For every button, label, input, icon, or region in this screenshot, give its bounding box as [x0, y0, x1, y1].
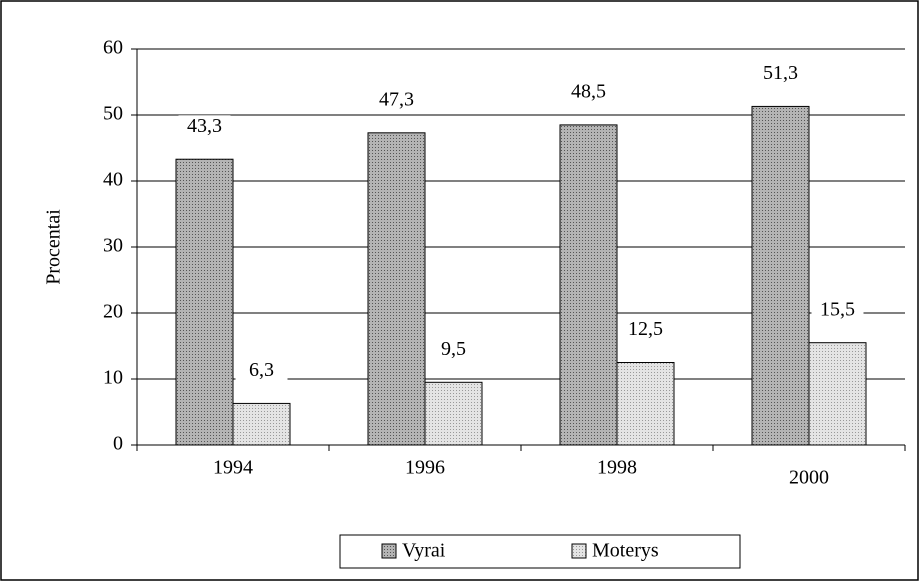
- y-tick-label: 30: [103, 235, 123, 257]
- bar: [559, 124, 618, 446]
- x-tick-label: 1998: [597, 457, 637, 479]
- y-tick-label: 50: [103, 103, 123, 125]
- x-tick-label: 1994: [213, 457, 253, 479]
- value-label: 43,3: [187, 115, 222, 137]
- value-label-bg: [427, 338, 480, 363]
- value-label-bg: [370, 88, 423, 113]
- value-label-bg: [811, 298, 864, 323]
- x-tick-label: 1996: [405, 457, 445, 479]
- bar: [232, 402, 291, 446]
- value-label: 51,3: [763, 62, 798, 84]
- y-tick-label: 20: [103, 301, 123, 323]
- bar: [367, 132, 426, 446]
- value-label: 48,5: [571, 80, 606, 102]
- bar: [808, 342, 867, 446]
- bar: [751, 105, 810, 446]
- y-tick-label: 0: [113, 433, 123, 455]
- value-label-bg: [754, 62, 807, 87]
- value-label-bg: [562, 80, 615, 105]
- value-label: 6,3: [249, 359, 274, 381]
- y-tick-label: 10: [103, 367, 123, 389]
- value-label: 9,5: [441, 338, 466, 360]
- legend-label: Vyrai: [402, 540, 446, 562]
- legend-box: [339, 534, 741, 569]
- bar: [424, 381, 483, 446]
- bar: [175, 158, 234, 446]
- legend-label: Moterys: [592, 540, 659, 562]
- value-label: 47,3: [379, 88, 414, 110]
- y-tick-label: 60: [103, 37, 123, 59]
- y-axis-label: Procentai: [43, 209, 65, 285]
- value-label: 15,5: [820, 298, 855, 320]
- value-label-bg: [619, 318, 672, 343]
- value-label: 12,5: [628, 318, 663, 340]
- legend-swatch: [381, 543, 397, 559]
- value-label-bg: [235, 359, 288, 384]
- value-label-bg: [178, 115, 231, 140]
- x-tick-label: 2000: [789, 467, 829, 489]
- y-tick-label: 40: [103, 169, 123, 191]
- bar: [616, 362, 675, 446]
- legend-swatch: [571, 543, 587, 559]
